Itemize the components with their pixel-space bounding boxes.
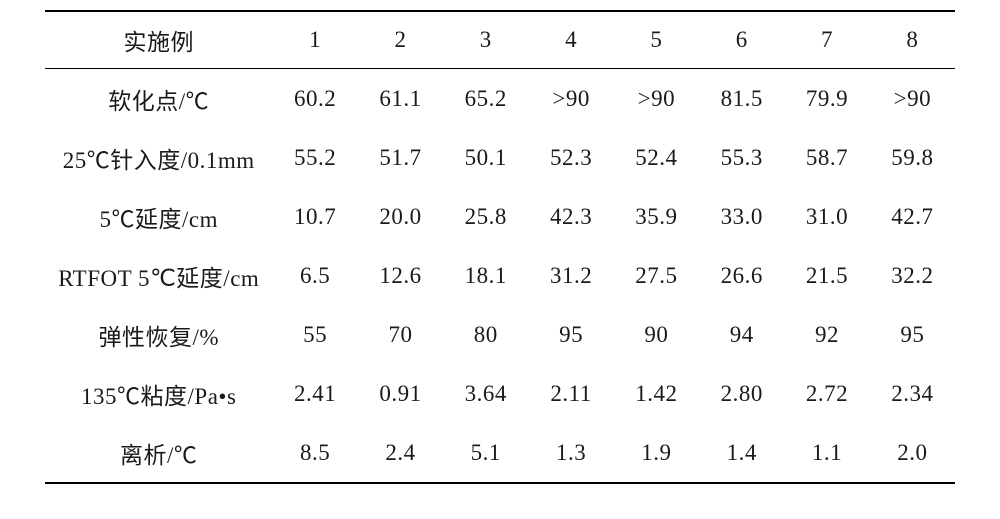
cell: 61.1 [358, 69, 443, 129]
cell: 21.5 [784, 246, 869, 305]
table-row: 5℃延度/cm10.720.025.842.335.933.031.042.7 [45, 187, 955, 246]
cell: 2.4 [358, 423, 443, 483]
row-label: RTFOT 5℃延度/cm [45, 246, 273, 305]
cell: 32.2 [870, 246, 955, 305]
header-col: 6 [699, 11, 784, 69]
table-row: 135℃粘度/Pa•s2.410.913.642.111.422.802.722… [45, 364, 955, 423]
cell: 35.9 [614, 187, 699, 246]
table-body: 软化点/℃60.261.165.2>90>9081.579.9>9025℃针入度… [45, 69, 955, 484]
row-label: 弹性恢复/% [45, 305, 273, 364]
cell: 59.8 [870, 128, 955, 187]
cell: 3.64 [443, 364, 528, 423]
cell: 2.34 [870, 364, 955, 423]
cell: 60.2 [273, 69, 358, 129]
cell: 8.5 [273, 423, 358, 483]
cell: 1.3 [528, 423, 613, 483]
data-table: 实施例 1 2 3 4 5 6 7 8 软化点/℃60.261.165.2>90… [45, 10, 955, 484]
cell: 65.2 [443, 69, 528, 129]
table-row: RTFOT 5℃延度/cm6.512.618.131.227.526.621.5… [45, 246, 955, 305]
cell: 1.4 [699, 423, 784, 483]
table-row: 弹性恢复/%5570809590949295 [45, 305, 955, 364]
cell: 6.5 [273, 246, 358, 305]
cell: 12.6 [358, 246, 443, 305]
header-col: 2 [358, 11, 443, 69]
table-header-row: 实施例 1 2 3 4 5 6 7 8 [45, 11, 955, 69]
table-row: 软化点/℃60.261.165.2>90>9081.579.9>90 [45, 69, 955, 129]
cell: 51.7 [358, 128, 443, 187]
cell: 81.5 [699, 69, 784, 129]
cell: 58.7 [784, 128, 869, 187]
cell: 26.6 [699, 246, 784, 305]
cell: 2.0 [870, 423, 955, 483]
row-label: 135℃粘度/Pa•s [45, 364, 273, 423]
row-label: 离析/℃ [45, 423, 273, 483]
cell: 0.91 [358, 364, 443, 423]
cell: 90 [614, 305, 699, 364]
cell: 95 [528, 305, 613, 364]
cell: 31.2 [528, 246, 613, 305]
cell: 95 [870, 305, 955, 364]
cell: 55.3 [699, 128, 784, 187]
cell: 2.72 [784, 364, 869, 423]
header-col: 7 [784, 11, 869, 69]
cell: 33.0 [699, 187, 784, 246]
cell: >90 [614, 69, 699, 129]
table-row: 25℃针入度/0.1mm55.251.750.152.352.455.358.7… [45, 128, 955, 187]
cell: 80 [443, 305, 528, 364]
cell: 10.7 [273, 187, 358, 246]
cell: >90 [528, 69, 613, 129]
header-col: 8 [870, 11, 955, 69]
cell: 52.3 [528, 128, 613, 187]
header-col: 3 [443, 11, 528, 69]
header-col: 4 [528, 11, 613, 69]
row-label: 25℃针入度/0.1mm [45, 128, 273, 187]
cell: 92 [784, 305, 869, 364]
table-row: 离析/℃8.52.45.11.31.91.41.12.0 [45, 423, 955, 483]
header-col: 1 [273, 11, 358, 69]
cell: 55.2 [273, 128, 358, 187]
cell: 70 [358, 305, 443, 364]
cell: 31.0 [784, 187, 869, 246]
cell: 20.0 [358, 187, 443, 246]
cell: 25.8 [443, 187, 528, 246]
cell: 1.9 [614, 423, 699, 483]
cell: 18.1 [443, 246, 528, 305]
cell: 52.4 [614, 128, 699, 187]
cell: >90 [870, 69, 955, 129]
cell: 94 [699, 305, 784, 364]
cell: 1.42 [614, 364, 699, 423]
cell: 42.3 [528, 187, 613, 246]
header-label: 实施例 [45, 11, 273, 69]
row-label: 软化点/℃ [45, 69, 273, 129]
cell: 2.80 [699, 364, 784, 423]
cell: 79.9 [784, 69, 869, 129]
row-label: 5℃延度/cm [45, 187, 273, 246]
cell: 5.1 [443, 423, 528, 483]
header-col: 5 [614, 11, 699, 69]
cell: 1.1 [784, 423, 869, 483]
cell: 2.11 [528, 364, 613, 423]
cell: 50.1 [443, 128, 528, 187]
cell: 42.7 [870, 187, 955, 246]
data-table-container: 实施例 1 2 3 4 5 6 7 8 软化点/℃60.261.165.2>90… [0, 0, 1000, 494]
cell: 55 [273, 305, 358, 364]
cell: 27.5 [614, 246, 699, 305]
cell: 2.41 [273, 364, 358, 423]
